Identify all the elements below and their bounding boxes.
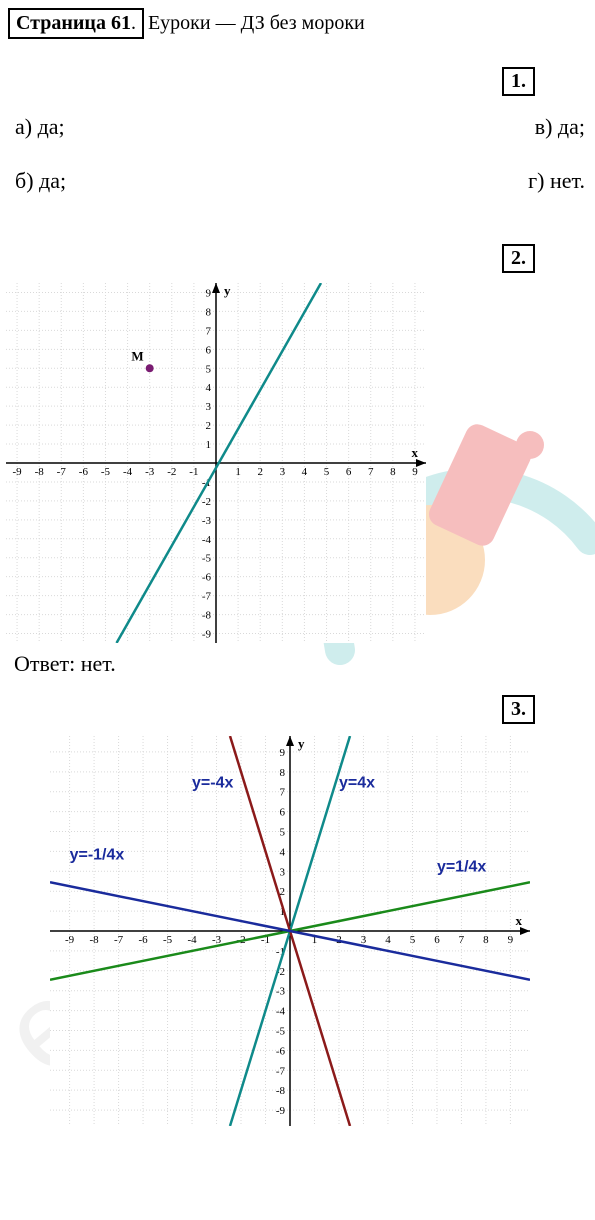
svg-text:-3: -3 [202,515,212,527]
svg-text:5: 5 [280,827,286,839]
svg-text:4: 4 [302,466,308,478]
header-row: Страница 61. Еуроки — ДЗ без мороки [0,0,595,39]
svg-text:-4: -4 [123,466,133,478]
svg-text:-7: -7 [114,934,124,946]
chart2-container: -9-8-7-6-5-4-3-2-1123456789-9-8-7-6-5-4-… [6,283,595,643]
task2-number: 2. [502,244,535,273]
svg-text:2: 2 [206,420,212,432]
svg-text:3: 3 [280,466,286,478]
site-name: Еуроки — ДЗ без мороки [148,12,365,35]
svg-text:8: 8 [206,306,212,318]
svg-text:y=4x: y=4x [339,775,375,792]
svg-text:3: 3 [206,401,212,413]
svg-text:5: 5 [206,363,212,375]
svg-text:-5: -5 [163,934,173,946]
task1-v: в) да; [535,114,585,140]
svg-text:-9: -9 [12,466,22,478]
svg-text:-7: -7 [276,1065,286,1077]
svg-text:-3: -3 [276,986,286,998]
chart3-svg: -9-8-7-6-5-4-3-2-1123456789-9-8-7-6-5-4-… [50,736,530,1126]
svg-text:6: 6 [280,807,286,819]
svg-text:7: 7 [206,325,212,337]
svg-text:y=-4x: y=-4x [192,775,233,792]
svg-text:8: 8 [280,767,286,779]
task3-number-wrap: 3. [0,695,595,724]
svg-text:9: 9 [206,287,212,299]
svg-text:4: 4 [385,934,391,946]
svg-text:1: 1 [206,439,212,451]
task3-number: 3. [502,695,535,724]
svg-text:9: 9 [508,934,514,946]
task1-a: а) да; [15,114,65,140]
svg-text:-9: -9 [276,1105,286,1117]
svg-text:3: 3 [361,934,367,946]
svg-text:2: 2 [257,466,263,478]
svg-text:-5: -5 [276,1025,286,1037]
svg-text:-5: -5 [101,466,111,478]
page-box: Страница 61. [8,8,144,39]
task2-number-wrap: 2. [0,244,595,273]
svg-text:-6: -6 [276,1045,286,1057]
svg-text:9: 9 [412,466,418,478]
svg-text:-1: -1 [189,466,198,478]
task1-row1: а) да; в) да; [15,114,585,140]
svg-text:-2: -2 [202,496,211,508]
task1-number-wrap: 1. [0,67,595,96]
svg-text:-4: -4 [276,1006,286,1018]
task1-b: б) да; [15,168,66,194]
svg-text:8: 8 [390,466,396,478]
svg-text:7: 7 [280,787,286,799]
svg-text:-6: -6 [138,934,148,946]
page-label: Страница 61 [16,12,131,34]
svg-text:x: x [516,913,523,928]
svg-text:M: M [131,348,143,363]
svg-text:3: 3 [280,866,286,878]
task2-answer: Ответ: нет. [14,651,595,677]
svg-text:-6: -6 [202,572,212,584]
svg-text:-8: -8 [202,610,212,622]
task1-row2: б) да; г) нет. [15,168,585,194]
svg-text:-4: -4 [202,534,212,546]
svg-text:7: 7 [459,934,465,946]
svg-text:-3: -3 [145,466,155,478]
task1-answers: а) да; в) да; б) да; г) нет. [15,114,585,194]
svg-text:4: 4 [280,846,286,858]
chart3-container: -9-8-7-6-5-4-3-2-1123456789-9-8-7-6-5-4-… [50,736,595,1126]
svg-text:-7: -7 [57,466,67,478]
svg-text:1: 1 [235,466,241,478]
svg-text:5: 5 [324,466,330,478]
svg-text:-8: -8 [276,1085,286,1097]
task1-number: 1. [502,67,535,96]
svg-text:4: 4 [206,382,212,394]
svg-text:y=1/4x: y=1/4x [437,858,486,875]
svg-text:-8: -8 [35,466,45,478]
svg-text:8: 8 [483,934,489,946]
svg-text:-8: -8 [89,934,99,946]
svg-text:-4: -4 [187,934,197,946]
svg-text:x: x [412,445,419,460]
svg-text:y: y [298,736,305,751]
svg-text:-2: -2 [167,466,176,478]
svg-text:6: 6 [346,466,352,478]
svg-text:-6: -6 [79,466,89,478]
svg-text:-7: -7 [202,591,212,603]
svg-text:9: 9 [280,747,286,759]
chart2-svg: -9-8-7-6-5-4-3-2-1123456789-9-8-7-6-5-4-… [6,283,426,643]
svg-text:6: 6 [206,344,212,356]
svg-text:5: 5 [410,934,416,946]
svg-text:y=-1/4x: y=-1/4x [70,846,125,863]
task1-g: г) нет. [528,168,585,194]
svg-text:y: y [224,283,231,298]
svg-text:6: 6 [434,934,440,946]
svg-text:-9: -9 [202,629,212,641]
svg-text:-5: -5 [202,553,212,565]
svg-text:7: 7 [368,466,374,478]
svg-text:-9: -9 [65,934,75,946]
